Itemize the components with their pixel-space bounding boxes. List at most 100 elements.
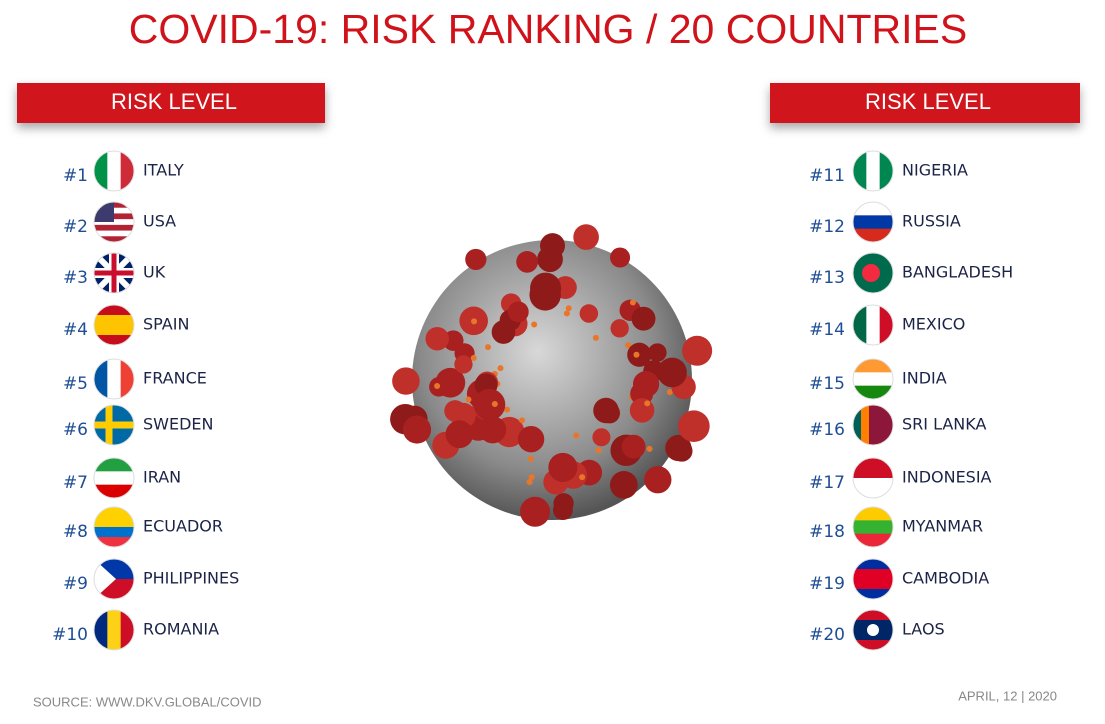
flag-stripe — [94, 527, 134, 538]
country: ROMANIA — [143, 620, 219, 639]
virus-dot — [434, 382, 441, 389]
flag-stripe — [120, 610, 134, 650]
rank: #18 — [809, 522, 845, 542]
virus-dot — [491, 400, 498, 407]
flag — [853, 305, 893, 345]
flag-stripe — [94, 325, 134, 336]
flag-stripe — [853, 579, 893, 590]
flag-rim — [852, 252, 894, 294]
flag — [853, 359, 893, 399]
country: MYANMAR — [902, 517, 983, 536]
flag-stripe — [853, 305, 867, 345]
country: PHILIPPINES — [143, 569, 239, 588]
flag-stripe — [853, 202, 893, 216]
virus-dot — [573, 432, 580, 439]
flag-stripe — [94, 151, 108, 191]
flag-stripe — [94, 305, 134, 316]
flag-cross — [94, 405, 134, 445]
title: COVID-19: RISK RANKING / 20 COUNTRIES — [129, 6, 967, 52]
country: IRAN — [143, 468, 181, 487]
virus-dot — [471, 318, 478, 325]
flag-disc — [867, 624, 879, 636]
flag-rim — [93, 150, 135, 192]
country: RUSSIA — [902, 212, 961, 231]
flag-stripe — [94, 236, 134, 242]
rank: #20 — [809, 625, 845, 645]
virus-dot — [579, 474, 586, 481]
flag-stripe — [120, 359, 134, 399]
country: UK — [143, 263, 166, 282]
flag — [853, 253, 893, 293]
virus-spike — [573, 224, 599, 250]
virus-spike — [465, 248, 487, 271]
flag-stripe — [853, 640, 893, 650]
virus-spike — [579, 304, 599, 323]
flag-stripe — [866, 151, 881, 191]
flag — [94, 151, 134, 191]
virus-spike — [609, 471, 638, 499]
heading: RISK LEVEL — [111, 89, 237, 114]
virus-spike — [507, 301, 529, 323]
rank: #19 — [809, 574, 845, 594]
heading: RISK LEVEL — [865, 89, 991, 114]
virus-dot — [531, 321, 538, 328]
country: CAMBODIA — [902, 569, 989, 588]
flag-stripe — [885, 405, 893, 445]
heading-bar — [17, 83, 325, 123]
virus-spike — [516, 250, 538, 273]
rank: #4 — [63, 320, 88, 340]
virus-spike — [629, 398, 655, 423]
virus-spike — [610, 247, 631, 268]
flag-stripe — [853, 228, 893, 242]
rank: #17 — [809, 473, 845, 493]
virus-dot — [646, 445, 653, 452]
virus-spike — [445, 420, 474, 449]
virus-dot — [563, 310, 570, 317]
flag-stripe — [94, 537, 134, 547]
rank: #3 — [63, 268, 88, 288]
flag-stripe — [94, 610, 108, 650]
virus-dot — [625, 342, 632, 349]
flag — [94, 610, 134, 650]
country: LAOS — [902, 620, 945, 639]
rank: #7 — [63, 473, 88, 493]
country: ITALY — [143, 161, 184, 180]
country: FRANCE — [143, 369, 207, 388]
virus-spike — [621, 434, 646, 459]
virus-spike — [552, 500, 573, 521]
flag-rim — [93, 609, 135, 651]
virus-spike — [610, 319, 629, 338]
flag-rim — [852, 506, 894, 548]
flag-stripe — [853, 478, 893, 498]
virus-dot — [526, 479, 533, 486]
flag-stripe — [94, 335, 134, 345]
flag-stripe — [853, 151, 867, 191]
virus-spike — [648, 343, 667, 362]
flag — [853, 610, 893, 650]
rank: #9 — [63, 574, 88, 594]
country: SPAIN — [143, 315, 189, 334]
rank: #8 — [63, 522, 88, 542]
flag — [853, 202, 893, 242]
flag-stripe — [853, 610, 893, 621]
flag — [94, 559, 134, 599]
virus-spike — [402, 415, 432, 444]
flag-stripe — [853, 215, 893, 230]
virus-spike — [678, 410, 710, 442]
flag-stripe — [94, 224, 134, 232]
virus-spike — [599, 402, 620, 424]
flag-stripe — [853, 559, 893, 570]
flag — [853, 559, 893, 599]
virus-dot — [497, 365, 504, 372]
rank: #13 — [809, 268, 845, 288]
flag-stripe — [853, 569, 893, 580]
flag — [853, 151, 893, 191]
country: SWEDEN — [143, 415, 213, 434]
country: ECUADOR — [143, 517, 223, 536]
virus-dot — [470, 355, 477, 362]
flag-stripe — [94, 507, 134, 518]
virus-dot — [504, 406, 511, 413]
flag-stripe — [853, 372, 893, 387]
flag-rim — [852, 150, 894, 192]
